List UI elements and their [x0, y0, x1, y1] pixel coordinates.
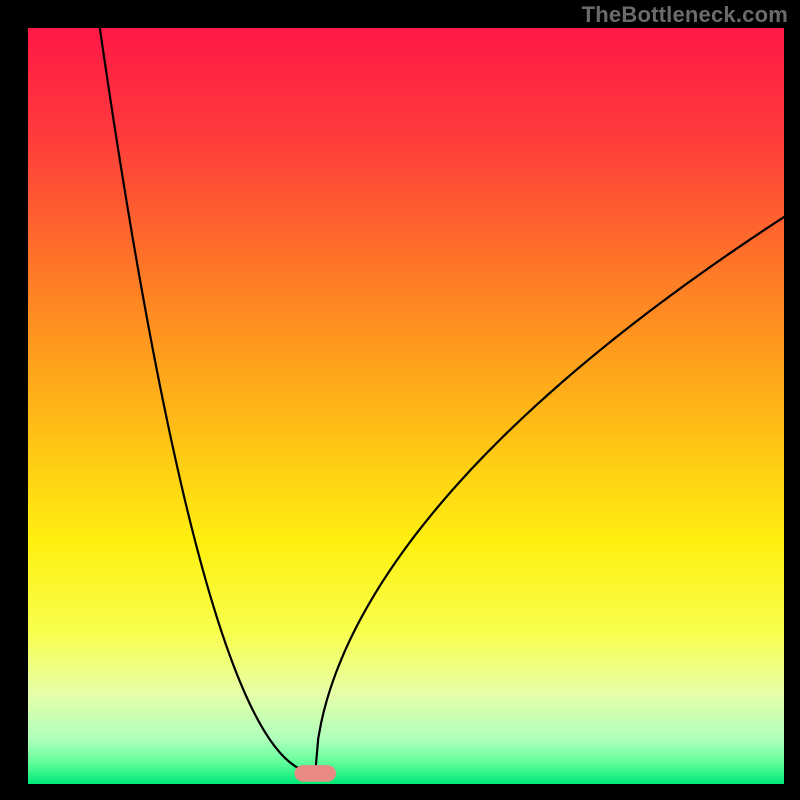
- bottleneck-chart: [0, 0, 800, 800]
- chart-container: TheBottleneck.com: [0, 0, 800, 800]
- sweet-spot-marker: [294, 765, 336, 782]
- watermark-text: TheBottleneck.com: [582, 2, 788, 28]
- plot-background: [28, 28, 784, 784]
